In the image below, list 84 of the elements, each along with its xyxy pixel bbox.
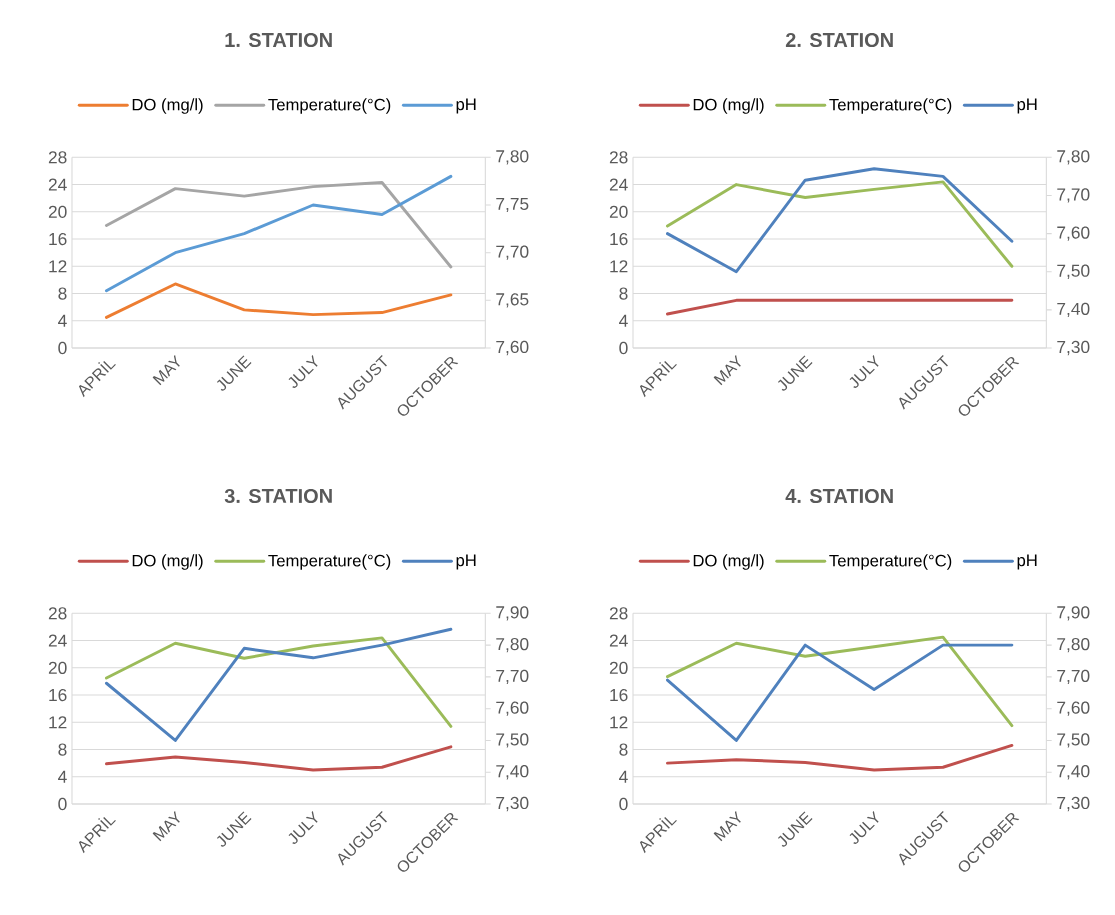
y2-tick-label: 7,75 (496, 197, 529, 213)
y-tick-label: 4 (58, 314, 67, 327)
y-tick-label: 28 (609, 607, 628, 620)
legend-label: Temperature(°C) (829, 554, 952, 570)
y2-tick-label: 7,30 (1057, 340, 1090, 356)
legend-label: pH (456, 98, 476, 114)
y2-tick-label: 7,60 (1057, 701, 1090, 716)
line-series (665, 743, 1014, 772)
y-tick-label: 12 (49, 260, 67, 273)
legend-label: Temperature(°C) (268, 554, 391, 570)
y2-tick-label: 7,50 (1057, 264, 1090, 279)
y2-tick-label: 7,70 (496, 669, 529, 685)
y2-tick-label: 7,60 (496, 340, 529, 356)
legend-label: DO (mg/l) (693, 554, 764, 570)
y2-tick-label: 7,80 (496, 150, 529, 165)
y-tick-label: 8 (58, 287, 67, 300)
y2-tick-label: 7,90 (1057, 606, 1090, 621)
y2-tick-label: 7,65 (496, 293, 529, 308)
legend-label: DO (mg/l) (132, 554, 203, 570)
y-tick-label: 20 (609, 205, 628, 218)
line-series (104, 627, 453, 742)
y2-tick-label: 7,50 (496, 733, 529, 748)
y-tick-label: 20 (48, 205, 67, 218)
y-tick-label: 16 (49, 688, 67, 702)
line-series (104, 636, 453, 728)
y-tick-label: 0 (58, 797, 67, 811)
legend-label: Temperature(°C) (268, 98, 391, 114)
y-tick-label: 28 (48, 151, 67, 164)
y2-tick-label: 7,60 (1057, 226, 1090, 241)
y-tick-label: 16 (610, 232, 628, 246)
legend-label: DO (mg/l) (693, 98, 764, 114)
y2-tick-label: 7,80 (1057, 150, 1090, 165)
y2-tick-label: 7,80 (496, 637, 529, 653)
y2-tick-label: 7,50 (1057, 733, 1090, 748)
y-tick-label: 24 (609, 634, 628, 647)
y2-tick-label: 7,30 (496, 796, 529, 812)
y2-tick-label: 7,70 (1057, 669, 1090, 685)
y-tick-label: 28 (48, 607, 67, 620)
y-tick-label: 28 (609, 151, 628, 164)
y-tick-label: 12 (610, 260, 628, 273)
y-tick-label: 12 (49, 716, 67, 729)
legend-label: pH (1017, 554, 1037, 570)
y-tick-label: 24 (48, 178, 67, 191)
y-tick-label: 20 (48, 661, 67, 674)
y2-tick-label: 7,40 (1057, 765, 1090, 780)
y-tick-label: 0 (619, 341, 628, 355)
line-series (104, 181, 453, 269)
y-tick-label: 16 (610, 688, 628, 702)
y2-tick-label: 7,70 (496, 245, 529, 260)
line-series (665, 167, 1014, 274)
legend-label: DO (mg/l) (132, 98, 203, 114)
y2-tick-label: 7,40 (1057, 302, 1090, 318)
y-tick-label: 8 (619, 743, 628, 756)
y2-tick-label: 7,30 (1057, 796, 1090, 812)
legend-label: Temperature(°C) (829, 98, 952, 114)
y-tick-label: 4 (58, 770, 67, 783)
y-tick-label: 24 (48, 634, 67, 647)
y-tick-label: 0 (58, 341, 67, 355)
chart-title: 3. STATION (224, 488, 332, 504)
y-tick-label: 4 (619, 770, 628, 783)
line-series (665, 635, 1014, 728)
chart-title: 2. STATION (785, 32, 893, 48)
y-tick-label: 20 (609, 661, 628, 674)
y-tick-label: 0 (619, 797, 628, 811)
line-series (104, 174, 453, 293)
chart-title: 1. STATION (225, 32, 332, 48)
chart-title: 4. STATION (785, 488, 893, 504)
legend-label: pH (1017, 98, 1037, 114)
y2-tick-label: 7,40 (496, 765, 529, 780)
y-tick-label: 12 (610, 716, 628, 729)
legend-label: pH (456, 554, 476, 570)
y-tick-label: 16 (49, 232, 67, 246)
y-tick-label: 4 (619, 314, 628, 327)
line-series (104, 745, 453, 772)
y-tick-label: 24 (609, 178, 628, 191)
line-series (665, 180, 1014, 268)
y2-tick-label: 7,60 (496, 701, 529, 716)
y2-tick-label: 7,80 (1057, 637, 1090, 653)
y-tick-label: 8 (58, 743, 67, 756)
y-tick-label: 8 (619, 287, 628, 300)
line-series (104, 282, 453, 319)
y2-tick-label: 7,70 (1057, 188, 1090, 203)
y2-tick-label: 7,90 (496, 606, 529, 621)
line-series (665, 643, 1014, 742)
